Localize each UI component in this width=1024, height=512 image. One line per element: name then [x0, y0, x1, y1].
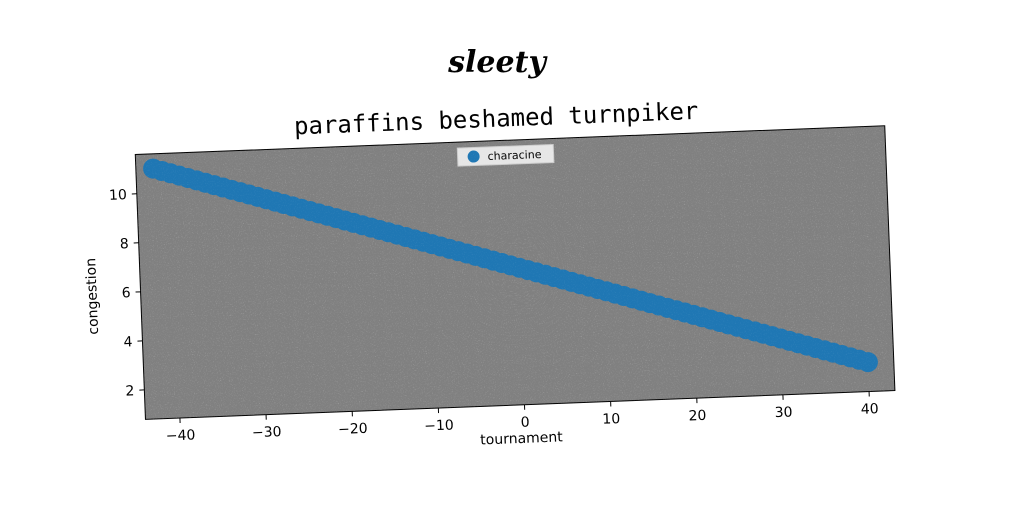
x-tick-label: −10: [424, 418, 454, 435]
super-title: sleety: [447, 45, 548, 80]
y-axis-label: congestion: [83, 258, 102, 335]
y-tick-label: 6: [121, 285, 131, 301]
legend-label: characine: [487, 148, 542, 163]
chart-title: paraffins beshamed turnpiker: [293, 97, 698, 141]
x-axis-label: tournament: [480, 429, 564, 448]
x-tick-label: −30: [252, 424, 282, 441]
legend: characine: [456, 143, 555, 167]
y-tick-label: 4: [123, 334, 133, 350]
x-tick-label: 40: [861, 401, 879, 418]
x-tick-label: 0: [520, 415, 530, 431]
x-tick-label: 30: [774, 404, 792, 421]
x-tick-label: −20: [338, 421, 368, 438]
y-tick-label: 2: [125, 383, 135, 399]
x-tick-label: 10: [602, 411, 620, 428]
y-tick-label: 10: [109, 187, 127, 204]
x-tick-label: 20: [688, 408, 706, 425]
y-tick-label: 8: [120, 236, 130, 252]
x-tick-label: −40: [166, 427, 196, 444]
